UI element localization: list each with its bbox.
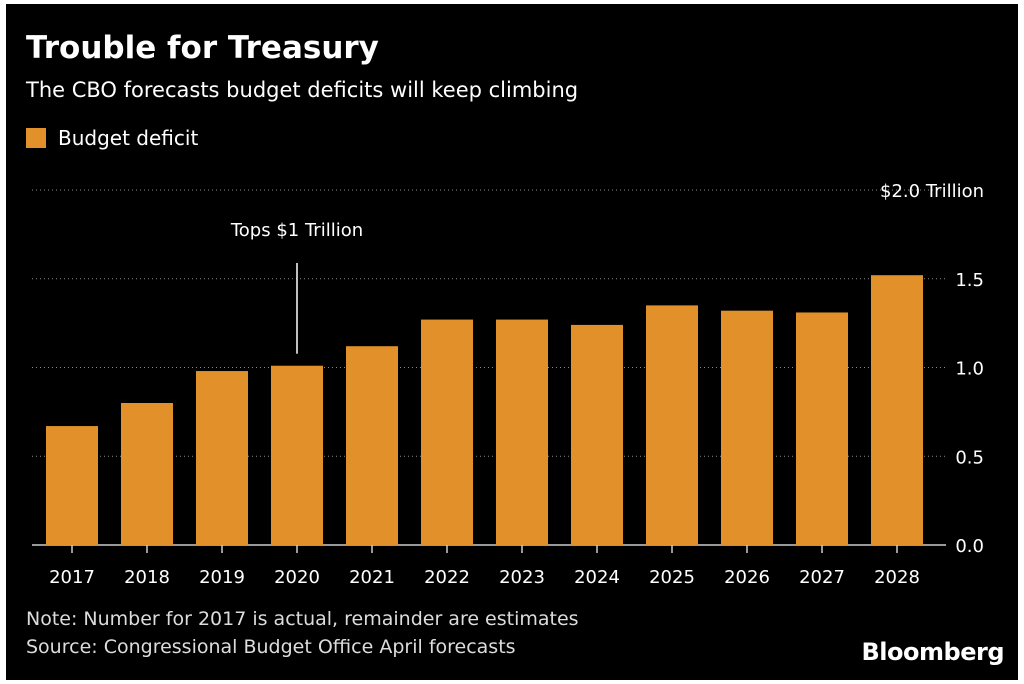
chart-title: Trouble for Treasury: [26, 30, 379, 66]
legend: Budget deficit: [26, 126, 198, 150]
bar: [421, 319, 473, 545]
legend-label: Budget deficit: [58, 126, 199, 150]
x-tick-label: 2023: [499, 567, 545, 588]
x-tick-label: 2019: [199, 567, 245, 588]
x-tick-label: 2020: [274, 567, 320, 588]
x-tick-label: 2018: [124, 567, 170, 588]
chart-subtitle: The CBO forecasts budget deficits will k…: [26, 78, 579, 102]
x-tick-label: 2025: [649, 567, 695, 588]
bar: [721, 310, 773, 545]
bar: [121, 403, 173, 545]
x-tick-label: 2017: [49, 567, 95, 588]
bar: [271, 365, 323, 545]
bloomberg-logo: Bloomberg: [861, 638, 1005, 666]
bar: [46, 426, 98, 545]
annotation-label: Tops $1 Trillion: [230, 220, 363, 241]
source-note: Source: Congressional Budget Office Apri…: [26, 636, 516, 658]
y-tick-label: 0.0: [955, 536, 984, 557]
x-tick-label: 2022: [424, 567, 470, 588]
x-tick-label: 2027: [799, 567, 845, 588]
bar: [796, 312, 848, 545]
legend-swatch: [26, 128, 46, 148]
x-tick-label: 2028: [874, 567, 920, 588]
bar: [196, 371, 248, 545]
y-tick-label: $2.0 Trillion: [880, 181, 984, 202]
footnote: Note: Number for 2017 is actual, remaind…: [26, 608, 579, 630]
bar-chart: 0.0 0.5 1.0 1.5 $2.0 Trillion 2017 2018 2019 202…: [32, 181, 984, 588]
bar: [346, 346, 398, 545]
bar: [496, 319, 548, 545]
y-tick-label: 1.5: [955, 270, 984, 291]
x-tick-label: 2024: [574, 567, 620, 588]
y-tick-label: 0.5: [955, 447, 984, 468]
y-tick-label: 1.0: [955, 359, 984, 380]
x-tick-label: 2026: [724, 567, 770, 588]
x-tick-label: 2021: [349, 567, 395, 588]
bar: [871, 275, 923, 545]
bar: [646, 305, 698, 545]
bar: [571, 324, 623, 545]
